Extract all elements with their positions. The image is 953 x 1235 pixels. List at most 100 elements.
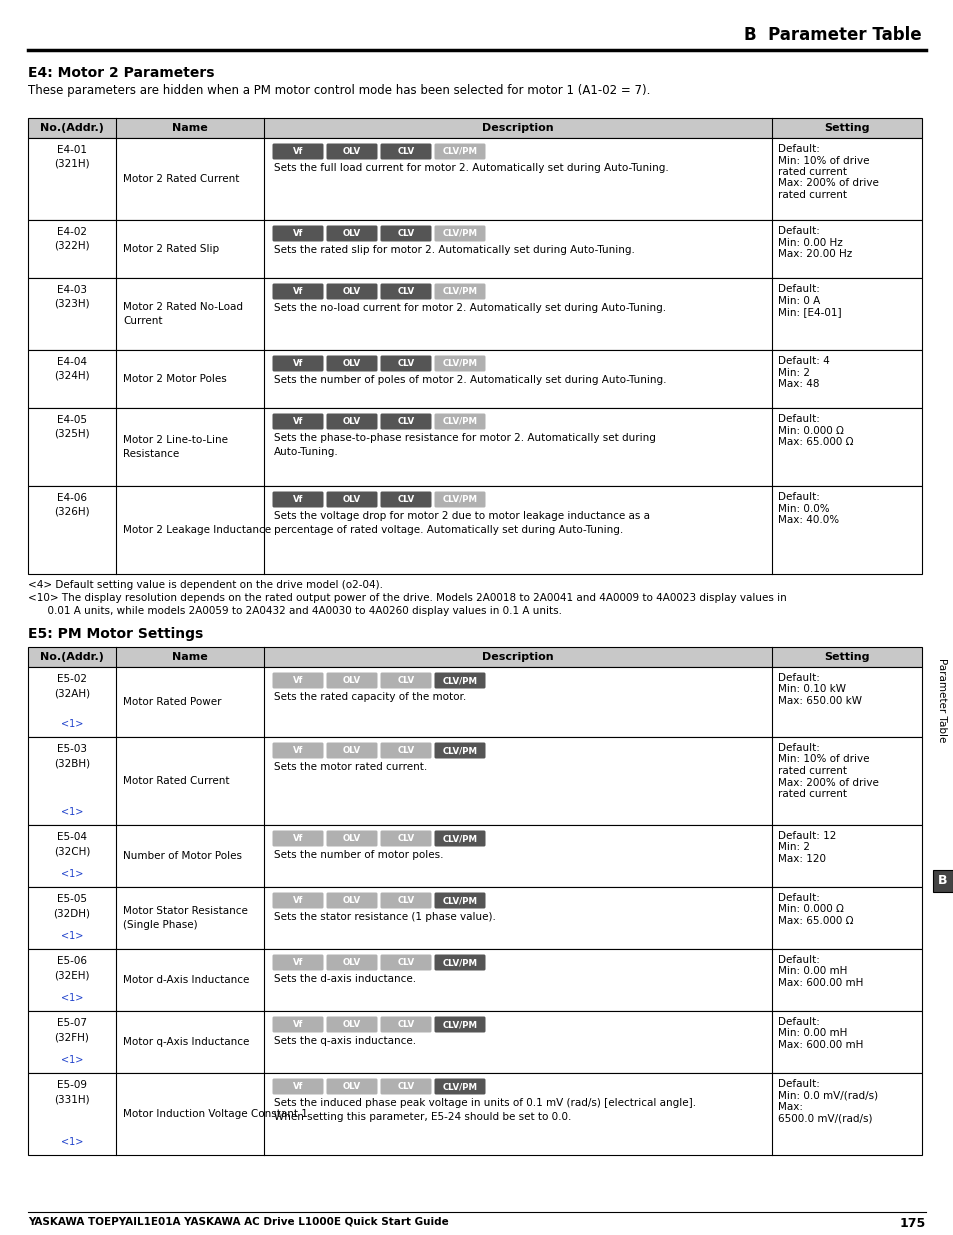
Text: Max: 200% of drive: Max: 200% of drive: [778, 778, 878, 788]
Bar: [28, 667, 921, 737]
Text: E4-03
(323H): E4-03 (323H): [54, 285, 90, 309]
Text: Min: 10% of drive: Min: 10% of drive: [778, 755, 868, 764]
Text: CLV/PM: CLV/PM: [442, 287, 477, 296]
Text: Min: 0 A: Min: 0 A: [778, 295, 820, 305]
Text: 6500.0 mV/(rad/s): 6500.0 mV/(rad/s): [778, 1114, 872, 1124]
Text: <1>: <1>: [61, 869, 83, 879]
Bar: [28, 647, 921, 667]
Text: Max:: Max:: [778, 1102, 802, 1112]
Text: B  Parameter Table: B Parameter Table: [743, 26, 921, 44]
Text: Min: 0.00 mH: Min: 0.00 mH: [778, 967, 846, 977]
Text: OLV: OLV: [342, 834, 360, 844]
Text: Min: 0.0 mV/(rad/s): Min: 0.0 mV/(rad/s): [778, 1091, 877, 1100]
Bar: [28, 220, 921, 278]
Text: Min: 0.00 Hz: Min: 0.00 Hz: [778, 237, 841, 247]
Bar: [28, 350, 921, 408]
FancyBboxPatch shape: [273, 492, 323, 508]
FancyBboxPatch shape: [380, 492, 431, 508]
FancyBboxPatch shape: [273, 893, 323, 909]
Text: OLV: OLV: [342, 287, 360, 296]
Text: CLV: CLV: [397, 417, 415, 426]
Bar: [28, 1073, 921, 1155]
Text: OLV: OLV: [342, 495, 360, 504]
Text: Motor Stator Resistance
(Single Phase): Motor Stator Resistance (Single Phase): [123, 906, 248, 930]
FancyBboxPatch shape: [434, 1078, 485, 1094]
Text: CLV: CLV: [397, 746, 415, 755]
Text: E5-09
(331H): E5-09 (331H): [54, 1079, 90, 1104]
Text: E5: PM Motor Settings: E5: PM Motor Settings: [28, 627, 203, 641]
FancyBboxPatch shape: [380, 955, 431, 971]
Text: Sets the stator resistance (1 phase value).: Sets the stator resistance (1 phase valu…: [274, 911, 496, 923]
Text: Vf: Vf: [293, 746, 303, 755]
FancyBboxPatch shape: [380, 893, 431, 909]
Text: Sets the full load current for motor 2. Automatically set during Auto-Tuning.: Sets the full load current for motor 2. …: [274, 163, 668, 173]
Bar: [28, 887, 921, 948]
Text: CLV: CLV: [397, 287, 415, 296]
Text: Name: Name: [172, 124, 208, 133]
Text: Motor 2 Rated Current: Motor 2 Rated Current: [123, 174, 239, 184]
Text: Sets the phase-to-phase resistance for motor 2. Automatically set during
Auto-Tu: Sets the phase-to-phase resistance for m…: [274, 433, 656, 457]
Text: OLV: OLV: [342, 897, 360, 905]
Text: OLV: OLV: [342, 417, 360, 426]
FancyBboxPatch shape: [434, 830, 485, 846]
Text: Number of Motor Poles: Number of Motor Poles: [123, 851, 242, 861]
Text: Min: 0.00 mH: Min: 0.00 mH: [778, 1029, 846, 1039]
Text: CLV: CLV: [397, 958, 415, 967]
Text: CLV/PM: CLV/PM: [442, 359, 477, 368]
FancyBboxPatch shape: [273, 226, 323, 242]
Text: CLV: CLV: [397, 147, 415, 156]
Text: E4-04
(324H): E4-04 (324H): [54, 357, 90, 382]
FancyBboxPatch shape: [434, 893, 485, 909]
Text: Default:: Default:: [778, 893, 822, 903]
Text: Sets the q-axis inductance.: Sets the q-axis inductance.: [274, 1036, 416, 1046]
Text: CLV: CLV: [397, 228, 415, 238]
FancyBboxPatch shape: [326, 492, 377, 508]
Text: rated current: rated current: [778, 766, 846, 776]
Text: Default:: Default:: [778, 226, 822, 236]
FancyBboxPatch shape: [434, 492, 485, 508]
Bar: [28, 119, 921, 138]
Text: E5-04
(32CH): E5-04 (32CH): [53, 832, 91, 856]
Text: OLV: OLV: [342, 147, 360, 156]
FancyBboxPatch shape: [273, 955, 323, 971]
Text: CLV/PM: CLV/PM: [442, 1020, 477, 1029]
Text: E4-01
(321H): E4-01 (321H): [54, 144, 90, 169]
FancyBboxPatch shape: [326, 893, 377, 909]
Text: E4-06
(326H): E4-06 (326H): [54, 493, 90, 517]
FancyBboxPatch shape: [326, 1016, 377, 1032]
Text: OLV: OLV: [342, 676, 360, 685]
Text: <1>: <1>: [61, 993, 83, 1003]
Text: Sets the number of motor poles.: Sets the number of motor poles.: [274, 850, 443, 860]
FancyBboxPatch shape: [273, 414, 323, 430]
Text: Motor 2 Line-to-Line
Resistance: Motor 2 Line-to-Line Resistance: [123, 436, 228, 458]
Bar: [28, 278, 921, 350]
Text: Default:: Default:: [778, 492, 822, 501]
Text: Parameter Table: Parameter Table: [936, 658, 946, 742]
FancyBboxPatch shape: [326, 673, 377, 688]
Text: Setting: Setting: [823, 124, 869, 133]
Bar: [28, 737, 921, 825]
Text: Vf: Vf: [293, 359, 303, 368]
FancyBboxPatch shape: [380, 1078, 431, 1094]
Text: Setting: Setting: [823, 652, 869, 662]
Text: <1>: <1>: [61, 719, 83, 729]
Text: No.(Addr.): No.(Addr.): [40, 124, 104, 133]
Text: <4> Default setting value is dependent on the drive model (o2-04).: <4> Default setting value is dependent o…: [28, 580, 382, 590]
Bar: [28, 138, 921, 220]
Text: OLV: OLV: [342, 958, 360, 967]
FancyBboxPatch shape: [380, 830, 431, 846]
FancyBboxPatch shape: [380, 143, 431, 159]
Text: CLV/PM: CLV/PM: [442, 746, 477, 755]
Text: YASKAWA TOEPYAIL1E01A YASKAWA AC Drive L1000E Quick Start Guide: YASKAWA TOEPYAIL1E01A YASKAWA AC Drive L…: [28, 1216, 448, 1228]
Text: Max: 20.00 Hz: Max: 20.00 Hz: [778, 249, 851, 259]
Text: rated current: rated current: [778, 190, 849, 200]
Text: Max: 65.000 Ω: Max: 65.000 Ω: [778, 916, 853, 926]
Text: CLV: CLV: [397, 897, 415, 905]
Text: Vf: Vf: [293, 417, 303, 426]
Text: Default:: Default:: [778, 144, 822, 154]
Text: Motor 2 Leakage Inductance: Motor 2 Leakage Inductance: [123, 525, 271, 535]
FancyBboxPatch shape: [434, 1016, 485, 1032]
Text: Default: 4: Default: 4: [778, 356, 829, 366]
Text: CLV/PM: CLV/PM: [442, 897, 477, 905]
Bar: [932, 869, 952, 892]
